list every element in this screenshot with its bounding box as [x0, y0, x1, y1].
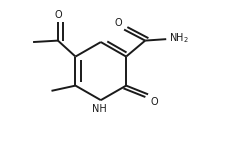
Text: O: O: [150, 96, 158, 107]
Text: O: O: [54, 10, 62, 20]
Text: NH$_2$: NH$_2$: [168, 32, 188, 45]
Text: O: O: [114, 18, 122, 28]
Text: NH: NH: [92, 104, 107, 114]
